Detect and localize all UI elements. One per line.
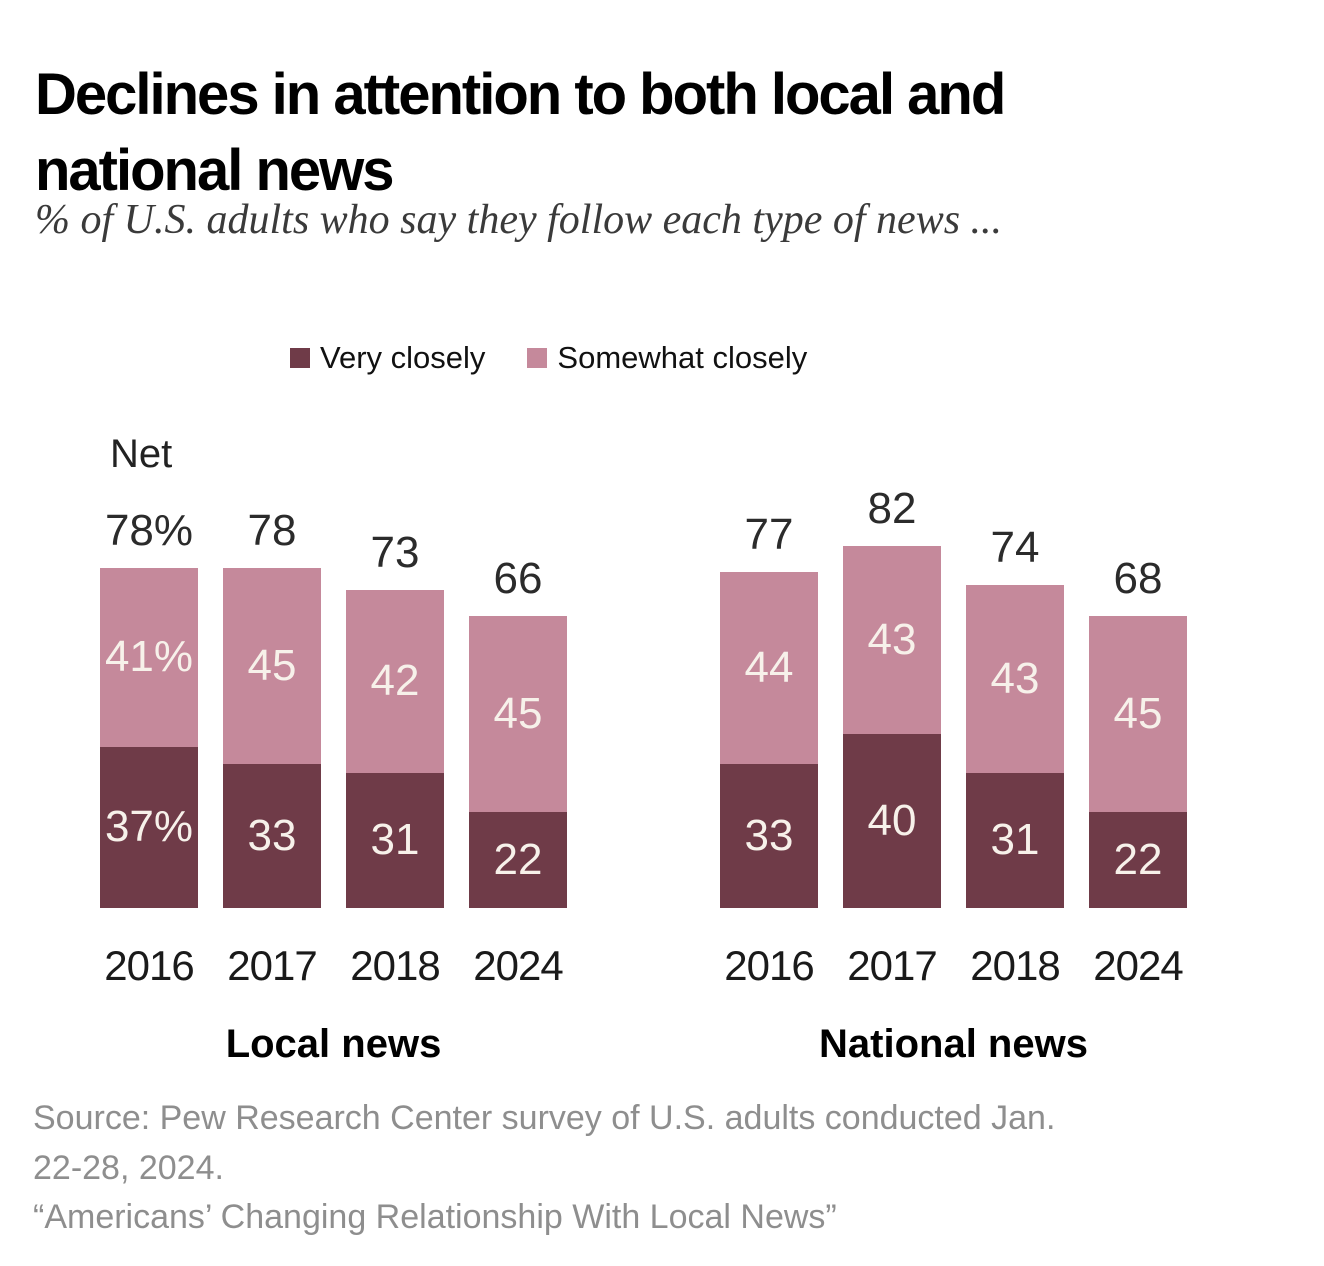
segment-very-closely-local-news-2018: 31 [346, 772, 444, 908]
segment-value-somewhat-closely-local-news-2017: 45 [247, 641, 297, 691]
segment-value-somewhat-closely-national-news-2024: 45 [1113, 689, 1163, 738]
segment-value-somewhat-closely-national-news-2018: 43 [990, 654, 1040, 704]
segment-value-very-closely-national-news-2018: 31 [990, 815, 1040, 865]
segment-value-very-closely-national-news-2017: 40 [867, 795, 917, 845]
segment-very-closely-national-news-2016: 33 [720, 764, 818, 908]
source-line-1: Source: Pew Research Center survey of U.… [33, 1099, 1056, 1137]
year-label-national-news-2024: 2024 [1093, 942, 1183, 989]
national-news-year-axis: 2016 2017 2018 2024 [720, 942, 1187, 990]
bar-national-news-2017: 82 43 40 [843, 484, 941, 908]
segment-somewhat-closely-national-news-2024: 45 [1089, 615, 1187, 813]
segment-somewhat-closely-national-news-2017: 43 [843, 546, 941, 734]
segment-somewhat-closely-local-news-2017: 45 [223, 567, 321, 765]
year-label-national-news-2018: 2018 [970, 942, 1060, 989]
segment-very-closely-national-news-2024: 22 [1089, 812, 1187, 908]
legend-label-very-closely: Very closely [320, 340, 486, 375]
segment-somewhat-closely-local-news-2024: 45 [469, 615, 567, 813]
net-value-local-news-2016: 78% [104, 505, 194, 555]
source-line-3: “Americans’ Changing Relationship With L… [33, 1198, 837, 1237]
local-news-group-title: Local news [225, 1022, 442, 1066]
segment-value-somewhat-closely-local-news-2024: 45 [493, 689, 543, 738]
net-value-national-news-2017: 82 [867, 484, 917, 534]
legend-item-somewhat-closely: Somewhat closely [527, 340, 807, 376]
net-value-national-news-2018: 74 [990, 523, 1040, 573]
somewhat-closely-swatch-icon [527, 348, 548, 368]
source-line-2: 22-28, 2024. [33, 1148, 224, 1187]
segment-somewhat-closely-local-news-2016: 41% [100, 567, 198, 747]
legend-item-very-closely: Very closely [290, 340, 485, 376]
bar-local-news-2017: 78 45 33 [223, 506, 321, 908]
bar-national-news-2024: 68 45 22 [1089, 554, 1187, 908]
legend-label-somewhat-closely: Somewhat closely [557, 340, 808, 375]
segment-very-closely-national-news-2017: 40 [843, 733, 941, 908]
segment-value-somewhat-closely-national-news-2016: 44 [744, 643, 794, 693]
chart-subtitle: % of U.S. adults who say they follow eac… [35, 197, 1003, 243]
segment-value-very-closely-local-news-2024: 22 [493, 835, 543, 885]
segment-value-somewhat-closely-national-news-2017: 43 [867, 614, 917, 664]
net-value-local-news-2024: 66 [493, 553, 543, 603]
very-closely-swatch-icon [290, 348, 310, 368]
net-value-local-news-2017: 78 [247, 505, 297, 555]
year-label-national-news-2017: 2017 [847, 942, 937, 989]
net-value-national-news-2024: 68 [1113, 553, 1163, 603]
year-label-local-news-2024: 2024 [473, 942, 563, 989]
net-value-local-news-2018: 73 [370, 527, 420, 577]
segment-value-very-closely-local-news-2017: 33 [247, 811, 297, 861]
year-label-local-news-2016: 2016 [104, 942, 194, 989]
year-label-local-news-2017: 2017 [227, 942, 317, 989]
segment-value-very-closely-national-news-2024: 22 [1113, 835, 1163, 885]
net-header-label: Net [110, 432, 173, 476]
segment-somewhat-closely-national-news-2018: 43 [966, 585, 1064, 773]
bar-local-news-2018: 73 42 31 [346, 528, 444, 908]
national-news-bars: 77 44 33 82 43 40 74 43 31 68 45 22 [720, 484, 1187, 908]
national-news-group-title: National news [819, 1022, 1088, 1066]
source-note: Source: Pew Research Center survey of U.… [33, 1094, 1055, 1243]
bar-national-news-2016: 77 44 33 [720, 510, 818, 908]
local-news-bars: 78% 41% 37% 78 45 33 73 42 31 66 45 22 [100, 506, 567, 908]
segment-value-very-closely-local-news-2018: 31 [370, 815, 420, 865]
segment-very-closely-local-news-2016: 37% [100, 746, 198, 908]
year-label-national-news-2016: 2016 [724, 942, 814, 989]
bar-local-news-2024: 66 45 22 [469, 554, 567, 908]
segment-very-closely-national-news-2018: 31 [966, 772, 1064, 908]
bar-national-news-2018: 74 43 31 [966, 523, 1064, 908]
segment-value-somewhat-closely-local-news-2018: 42 [370, 656, 420, 706]
page-title: Declines in attention to both local and … [35, 57, 1006, 210]
segment-value-very-closely-local-news-2016: 37% [104, 802, 194, 852]
segment-very-closely-local-news-2024: 22 [469, 812, 567, 908]
page-title-line-1: Declines in attention to both local and [35, 61, 1006, 127]
chart-legend: Very closely Somewhat closely [290, 340, 807, 376]
local-news-year-axis: 2016 2017 2018 2024 [100, 942, 567, 990]
segment-somewhat-closely-national-news-2016: 44 [720, 572, 818, 765]
bar-local-news-2016: 78% 41% 37% [100, 506, 198, 908]
net-value-national-news-2016: 77 [744, 510, 794, 560]
page-title-line-2: national news [35, 138, 395, 204]
segment-value-somewhat-closely-local-news-2016: 41% [104, 632, 194, 682]
segment-somewhat-closely-local-news-2018: 42 [346, 589, 444, 773]
segment-very-closely-local-news-2017: 33 [223, 764, 321, 908]
segment-value-very-closely-national-news-2016: 33 [744, 811, 794, 861]
year-label-local-news-2018: 2018 [350, 942, 440, 989]
